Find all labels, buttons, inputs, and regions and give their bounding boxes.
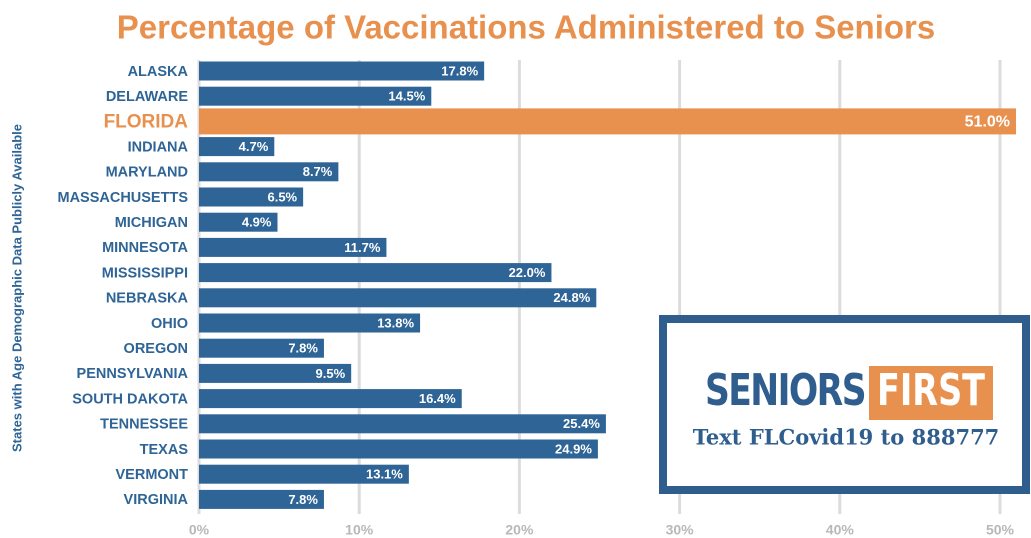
value-label: 7.8% bbox=[288, 492, 318, 507]
chart-title: Percentage of Vaccinations Administered … bbox=[117, 9, 936, 46]
value-label: 9.5% bbox=[316, 366, 346, 381]
bar bbox=[199, 212, 278, 232]
y-tick-label: SOUTH DAKOTA bbox=[72, 391, 188, 407]
value-label: 24.9% bbox=[555, 441, 592, 456]
logo-highlight bbox=[869, 366, 993, 420]
value-label: 7.8% bbox=[288, 341, 318, 356]
bar bbox=[199, 464, 409, 484]
value-label: 8.7% bbox=[303, 164, 333, 179]
bar bbox=[199, 288, 597, 308]
y-tick-label: MARYLAND bbox=[106, 165, 188, 181]
bar bbox=[199, 237, 387, 257]
y-tick-label: ALASKA bbox=[128, 64, 189, 80]
value-label: 22.0% bbox=[509, 265, 546, 280]
value-label: 14.5% bbox=[388, 89, 425, 104]
bar bbox=[199, 439, 598, 459]
value-label: 51.0% bbox=[965, 114, 1010, 131]
value-label: 4.9% bbox=[242, 215, 272, 230]
value-label: 13.8% bbox=[377, 315, 414, 330]
x-tick-label: 50% bbox=[986, 522, 1015, 538]
bar bbox=[199, 363, 352, 383]
y-tick-label: INDIANA bbox=[128, 139, 189, 155]
y-tick-label: MISSISSIPPI bbox=[102, 265, 188, 281]
bar bbox=[199, 489, 324, 509]
value-label: 16.4% bbox=[419, 391, 456, 406]
bar bbox=[199, 86, 432, 106]
bars: 17.8% ALASKA 14.5% DELAWARE 51.0% FLORIDA 4.7%… bbox=[57, 61, 1017, 509]
grid: 0% 10% 20% 30% 40% 50% bbox=[189, 60, 1015, 538]
bar bbox=[199, 108, 1017, 135]
y-tick-label: OREGON bbox=[124, 341, 188, 357]
y-tick-label: PENNSYLVANIA bbox=[77, 366, 189, 382]
bar bbox=[199, 137, 275, 157]
y-tick-label: MINNESOTA bbox=[102, 240, 188, 256]
logo: SENIORS FIRST Text FLCovid19 to 888777 bbox=[659, 315, 1030, 494]
logo-tagline: Text FLCovid19 to 888777 bbox=[693, 425, 1000, 450]
y-tick-label: MICHIGAN bbox=[115, 215, 188, 231]
y-tick-label: MASSACHUSETTS bbox=[57, 190, 188, 206]
y-tick-label: VIRGINIA bbox=[124, 492, 189, 508]
value-label: 13.1% bbox=[366, 467, 403, 482]
y-tick-label: TEXAS bbox=[140, 442, 189, 458]
bar bbox=[199, 338, 324, 358]
value-label: 11.7% bbox=[344, 240, 381, 255]
bar bbox=[199, 263, 552, 283]
value-label: 25.4% bbox=[563, 416, 600, 431]
value-label: 6.5% bbox=[267, 189, 297, 204]
bar bbox=[199, 313, 421, 333]
x-tick-label: 30% bbox=[666, 522, 695, 538]
y-tick-label: DELAWARE bbox=[106, 89, 189, 105]
bar bbox=[199, 414, 606, 434]
x-tick-label: 0% bbox=[189, 522, 210, 538]
bar bbox=[199, 389, 462, 409]
value-label: 4.7% bbox=[239, 139, 269, 154]
bar bbox=[199, 187, 304, 207]
y-tick-label: OHIO bbox=[151, 316, 188, 332]
x-tick-label: 40% bbox=[826, 522, 855, 538]
logo-word: FIRST bbox=[877, 365, 985, 416]
x-tick-label: 20% bbox=[505, 522, 534, 538]
value-label: 17.8% bbox=[441, 63, 478, 78]
y-tick-label: TENNESSEE bbox=[100, 417, 188, 433]
x-tick-label: 10% bbox=[345, 522, 374, 538]
y-tick-label: NEBRASKA bbox=[106, 291, 189, 307]
y-tick-label: FLORIDA bbox=[104, 111, 189, 132]
value-label: 24.8% bbox=[553, 290, 590, 305]
logo-word: SENIORS bbox=[705, 365, 865, 416]
bar bbox=[199, 61, 485, 81]
bar bbox=[199, 162, 339, 182]
y-axis-label: States with Age Demographic Data Publicl… bbox=[9, 124, 24, 452]
y-tick-label: VERMONT bbox=[116, 467, 189, 483]
